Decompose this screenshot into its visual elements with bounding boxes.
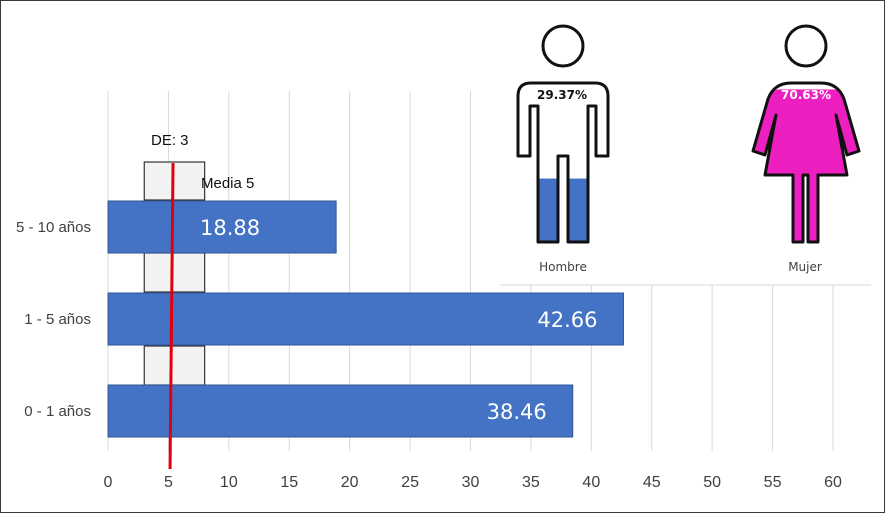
deviation-box-1 — [143, 161, 206, 201]
x-tick-label-30: 30 — [462, 474, 480, 491]
value-label-3: 38.46 — [487, 400, 547, 424]
category-label-2: 1 - 5 años — [24, 311, 91, 328]
woman-percent-label: 70.63% — [781, 88, 831, 102]
deviation-label: DE: 3 — [151, 132, 189, 149]
bar-1 — [107, 200, 337, 254]
mean-reference-line — [168, 162, 175, 470]
mean-label: Media 5 — [201, 175, 254, 192]
man-percent-label: 29.37% — [537, 88, 587, 102]
category-label-3: 0 - 1 años — [24, 403, 91, 420]
gender-pictogram: 29.37% 70.63% Hombre Mujer — [498, 1, 884, 286]
x-tick-label-50: 50 — [703, 474, 721, 491]
bar-3 — [107, 384, 574, 438]
value-label-2: 42.66 — [537, 308, 597, 332]
x-tick-label-5: 5 — [164, 474, 173, 491]
category-label-mujer: Mujer — [788, 260, 822, 274]
x-tick-label-15: 15 — [280, 474, 298, 491]
x-tick-label-10: 10 — [220, 474, 238, 491]
x-tick-label-40: 40 — [582, 474, 600, 491]
deviation-box-3 — [143, 345, 206, 386]
x-tick-label-25: 25 — [401, 474, 419, 491]
bar-2 — [107, 292, 624, 346]
x-tick-label-35: 35 — [522, 474, 540, 491]
x-tick-label-45: 45 — [643, 474, 661, 491]
x-tick-label-0: 0 — [104, 474, 113, 491]
x-tick-label-55: 55 — [764, 474, 782, 491]
deviation-box-2 — [143, 252, 206, 293]
category-label-hombre: Hombre — [539, 260, 587, 274]
x-tick-label-20: 20 — [341, 474, 359, 491]
value-label-1: 18.88 — [200, 216, 260, 240]
x-tick-label-60: 60 — [824, 474, 842, 491]
category-label-1: 5 - 10 años — [16, 219, 91, 236]
